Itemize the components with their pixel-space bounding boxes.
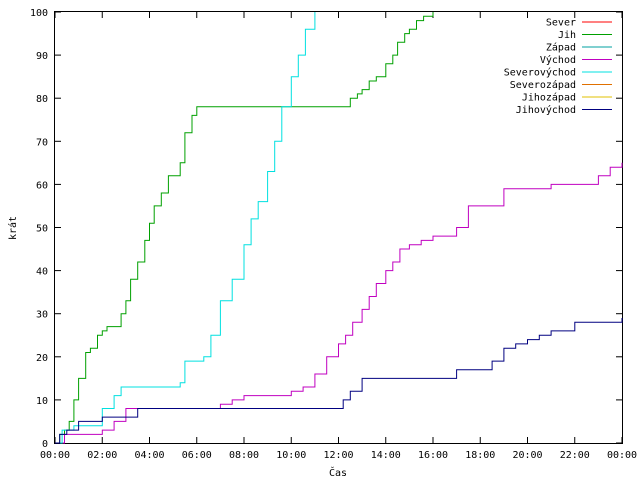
series-line-jih	[55, 12, 434, 444]
plot-area-frame	[54, 11, 623, 444]
x-tick-label: 22:00	[560, 450, 590, 461]
y-tick-label: 30	[36, 310, 48, 321]
x-tick-label: 04:00	[134, 450, 164, 461]
x-tick-label: 00:00	[607, 450, 637, 461]
series-lines	[55, 12, 623, 444]
y-tick-label: 10	[36, 396, 48, 407]
x-tick-label: 18:00	[465, 450, 495, 461]
legend-label: Východ	[540, 54, 576, 66]
legend-label: Západ	[546, 42, 576, 54]
x-axis-label: Čas	[329, 466, 347, 479]
x-tick-label: 14:00	[371, 450, 401, 461]
x-tick-label: 02:00	[87, 450, 117, 461]
y-tick-label: 90	[36, 51, 48, 62]
y-tick-label: 50	[36, 224, 48, 235]
x-tick-label: 00:00	[40, 450, 70, 461]
x-tick-label: 12:00	[323, 450, 353, 461]
series-line-východ	[55, 162, 623, 444]
legend: SeverJihZápadVýchodSeverovýchodSeverozáp…	[504, 18, 612, 116]
y-tick-label: 100	[30, 8, 48, 19]
y-tick-label: 70	[36, 137, 48, 148]
y-axis-label: krát	[7, 216, 19, 240]
x-tick-label: 08:00	[229, 450, 259, 461]
axis-ticks: 00:00 02:00 04:00 06:00 08:00 10:00 12:00 14:00…	[30, 8, 637, 461]
legend-label: Jihozápad	[522, 92, 576, 104]
x-tick-label: 20:00	[512, 450, 542, 461]
series-line-jihovýchod	[55, 318, 623, 444]
legend-label: Sever	[546, 18, 576, 29]
y-tick-label: 0	[42, 439, 48, 450]
x-tick-label: 16:00	[418, 450, 448, 461]
legend-label: Severozápad	[510, 79, 576, 91]
y-tick-label: 60	[36, 180, 48, 191]
series-line-severovýchod	[55, 12, 316, 444]
y-tick-label: 40	[36, 267, 48, 278]
legend-label: Jihovýchod	[516, 104, 576, 116]
y-tick-label: 20	[36, 353, 48, 364]
x-tick-label: 10:00	[276, 450, 306, 461]
legend-label: Jih	[558, 30, 576, 41]
legend-label: Severovýchod	[504, 67, 576, 79]
y-tick-label: 80	[36, 94, 48, 105]
x-tick-label: 06:00	[182, 450, 212, 461]
